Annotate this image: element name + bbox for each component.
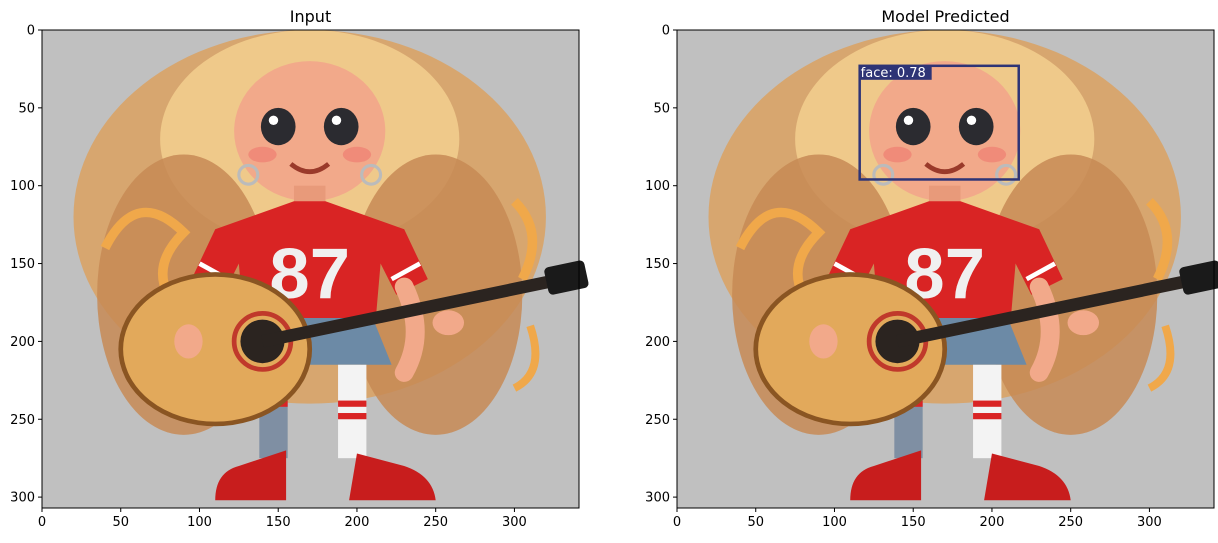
y-tick-label: 250: [10, 413, 35, 428]
x-tick-label: 250: [423, 515, 448, 530]
y-tick-label: 0: [662, 24, 670, 39]
y-tick-label: 300: [10, 491, 35, 506]
axes-frame: [676, 29, 1215, 509]
y-tick-label: 150: [10, 257, 35, 272]
y-tick-label: 300: [645, 491, 670, 506]
x-tick-label: 200: [980, 515, 1005, 530]
x-tick-label: 150: [901, 515, 926, 530]
y-tick-label: 100: [645, 179, 670, 194]
y-tick-label: 50: [653, 101, 670, 116]
y-tick-label: 200: [645, 335, 670, 350]
x-tick-label: 300: [502, 515, 527, 530]
detection-label: face: 0.78: [861, 66, 926, 81]
x-tick-label: 250: [1058, 515, 1083, 530]
x-tick-label: 100: [822, 515, 847, 530]
x-tick-label: 50: [747, 515, 764, 530]
y-tick-label: 50: [18, 101, 35, 116]
y-tick-label: 0: [27, 24, 35, 39]
y-tick-label: 150: [645, 257, 670, 272]
y-tick-label: 250: [645, 413, 670, 428]
y-tick-label: 200: [10, 335, 35, 350]
x-tick-label: 100: [187, 515, 212, 530]
detection-box: [858, 64, 1020, 181]
y-tick-label: 100: [10, 179, 35, 194]
x-tick-label: 200: [345, 515, 370, 530]
x-tick-label: 0: [38, 515, 46, 530]
panel-title: Model Predicted: [881, 7, 1009, 26]
panel-title: Input: [290, 7, 331, 26]
x-tick-label: 0: [673, 515, 681, 530]
character-image: [677, 30, 1218, 508]
detection-label-bg: [859, 65, 932, 80]
x-tick-label: 50: [112, 515, 129, 530]
x-tick-label: 300: [1137, 515, 1162, 530]
axes-frame: [41, 29, 580, 509]
x-tick-label: 150: [266, 515, 291, 530]
character-image: [42, 30, 589, 508]
